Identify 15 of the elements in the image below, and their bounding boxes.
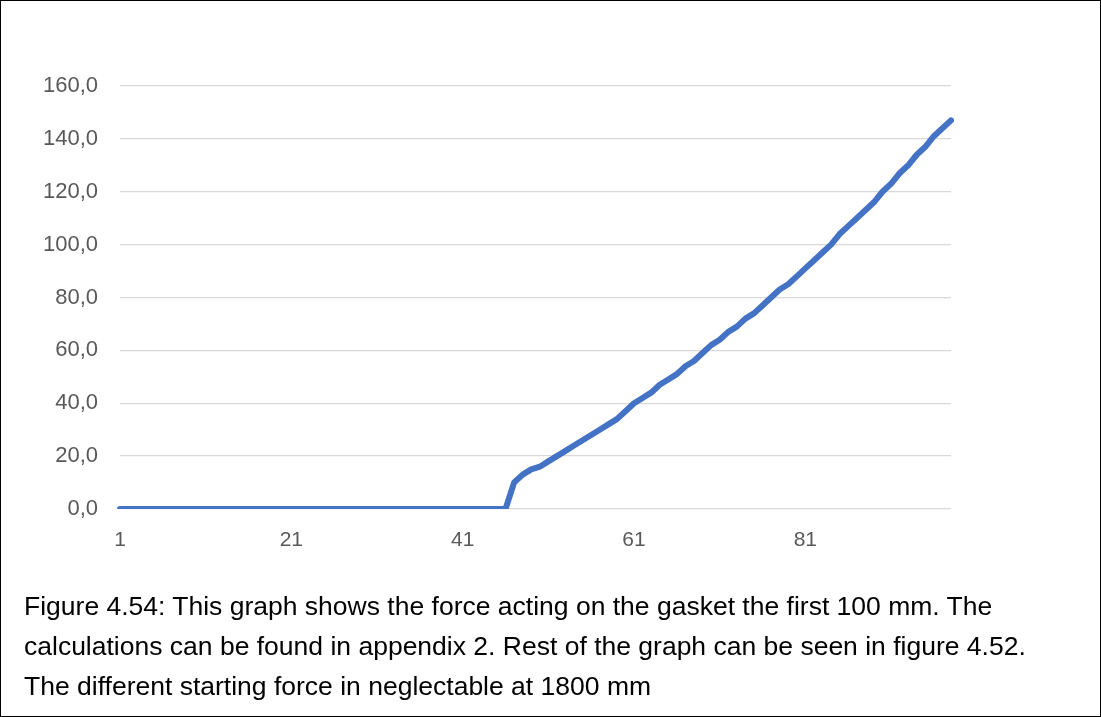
y-tick-label: 140,0 [42,124,98,150]
y-tick-label: 0,0 [67,495,98,521]
y-tick-label: 60,0 [55,336,98,362]
y-tick-label: 80,0 [55,283,98,309]
y-tick-label: 160,0 [42,72,98,98]
y-tick-label: 120,0 [42,177,98,203]
x-tick-label: 81 [793,527,818,551]
y-tick-label: 100,0 [42,230,98,256]
y-tick-label: 40,0 [55,389,98,415]
caption: Figure 4.54: This graph shows the force acting on the gasket the first 100 mm. The calculations can be found in appendix 2. Rest of the graph can be seen in figure 4.52. The different starting force in neglectable at 1800 mm [24,591,1026,701]
x-tick-label: 41 [451,527,475,551]
y-tick-label: 20,0 [55,442,98,468]
x-tick-label: 61 [622,527,646,551]
x-tick-label: 1 [114,527,126,551]
x-tick-label: 21 [279,527,304,551]
